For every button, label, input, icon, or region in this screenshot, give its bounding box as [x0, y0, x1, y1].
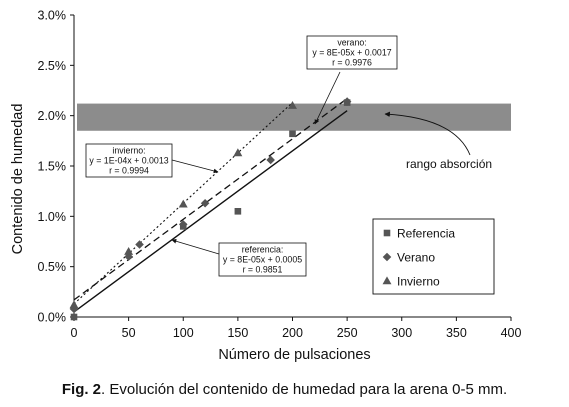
x-tick-label: 50	[122, 326, 136, 340]
x-tick-label: 0	[71, 326, 78, 340]
legend-marker-referencia	[383, 229, 391, 237]
point-verano	[69, 304, 79, 314]
point-invierno	[69, 300, 79, 309]
legend-label: Invierno	[397, 275, 440, 289]
legend-box	[372, 218, 495, 295]
band-label: rango absorción	[406, 157, 492, 171]
fit-note-invierno	[85, 143, 173, 178]
y-tick-label: 2.0%	[38, 109, 67, 123]
fit-note-arrow	[171, 159, 219, 174]
point-verano	[178, 220, 188, 229]
x-tick-label: 100	[173, 326, 194, 340]
fit-note-equation: y = 8E-05x + 0.0017	[312, 48, 391, 58]
x-tick-label: 250	[337, 326, 358, 340]
fit-note-r: r = 0.9976	[332, 58, 372, 68]
fit-note-r: r = 0.9994	[109, 166, 149, 176]
caption-text: . Evolución del contenido de humedad par…	[101, 381, 508, 398]
fit-note-title: verano:	[337, 38, 366, 48]
fit-line-verano	[73, 98, 348, 301]
y-tick-label: 0.5%	[38, 260, 67, 274]
y-tick-label: 0.0%	[38, 311, 67, 325]
axes: 0.0% 0.5% 1.0% 1.5% 2.0% 2.5% 3.0% 0 50 100 150 200…	[38, 9, 522, 341]
fit-note-arrow	[314, 71, 341, 125]
y-tick-label: 1.0%	[38, 210, 67, 224]
x-tick-label: 300	[391, 326, 412, 340]
x-tick-label: 350	[446, 326, 467, 340]
point-referencia	[234, 208, 242, 215]
fit-note-equation: y = 8E-05x + 0.0005	[223, 255, 302, 265]
legend-marker-invierno	[382, 276, 392, 285]
legend-label: Verano	[397, 251, 435, 265]
fit-note-verano	[306, 35, 398, 70]
point-verano	[135, 240, 144, 249]
fit-note-title: invierno:	[112, 146, 145, 156]
point-verano	[266, 155, 275, 165]
fit-note-r: r = 0.9851	[243, 265, 283, 275]
x-tick-label: 400	[501, 326, 522, 340]
point-referencia	[70, 313, 78, 321]
y-tick-label: 1.5%	[38, 160, 67, 174]
fit-note-arrow	[171, 238, 220, 255]
figure-number: Fig. 2	[61, 381, 102, 398]
legend-marker-verano	[382, 252, 392, 262]
x-axis-label: Número de pulsaciones	[218, 347, 370, 363]
figure-caption: Fig. 2. Evolución del contenido de humed…	[0, 381, 569, 398]
chart: 0.0% 0.5% 1.0% 1.5% 2.0% 2.5% 3.0% 0 50 100 150 200…	[10, 9, 522, 364]
fit-note-equation: y = 1E-04x + 0.0013	[89, 156, 168, 166]
point-invierno	[233, 148, 243, 157]
x-tick-label: 200	[282, 326, 303, 340]
point-invierno	[288, 100, 297, 109]
point-invierno	[178, 199, 188, 208]
point-referencia	[289, 130, 296, 138]
y-axis-label: Contenido de humedad	[10, 104, 26, 255]
legend: Referencia Verano Invierno	[372, 218, 495, 295]
point-verano	[200, 198, 210, 208]
point-invierno	[124, 246, 134, 255]
fit-note-referencia	[218, 242, 307, 277]
legend-label: Referencia	[397, 227, 455, 241]
y-tick-label: 3.0%	[38, 9, 67, 23]
x-tick-label: 150	[227, 326, 248, 340]
band-arrow	[384, 111, 471, 156]
data-points	[69, 97, 352, 321]
fit-line-referencia	[73, 110, 348, 313]
fit-note-title: referencia:	[242, 245, 284, 255]
y-tick-label: 2.5%	[38, 59, 67, 73]
point-verano	[342, 97, 352, 106]
